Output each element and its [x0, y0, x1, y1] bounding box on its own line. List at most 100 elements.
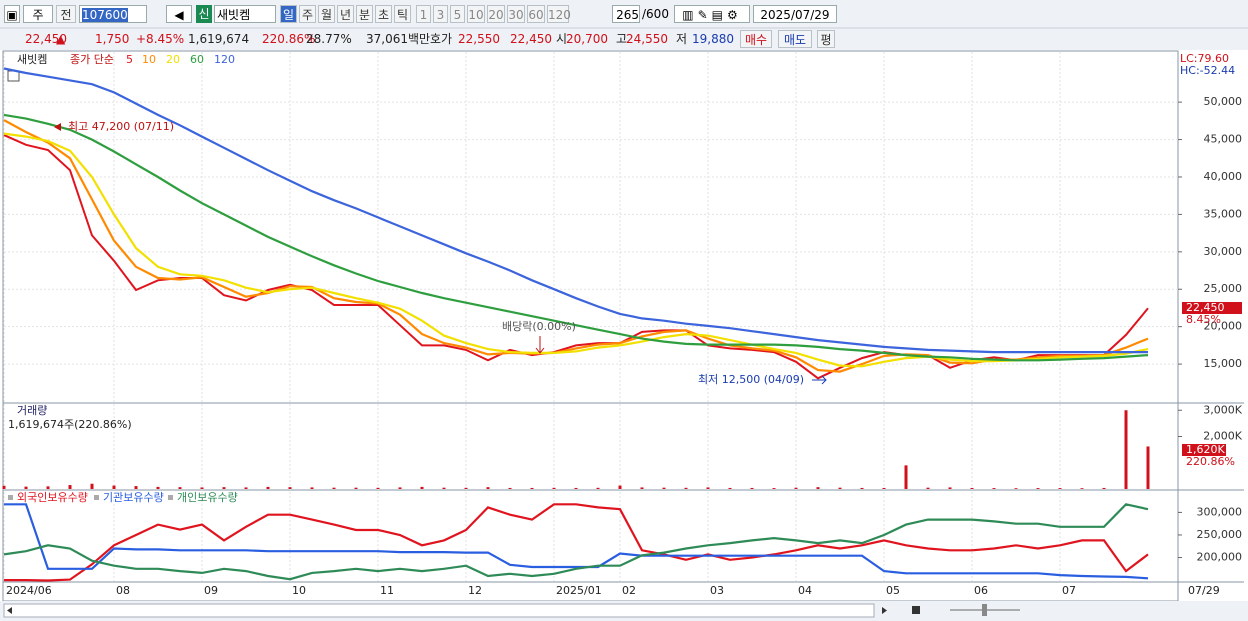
volume-bar	[882, 487, 886, 489]
unit-button[interactable]: 120	[547, 5, 571, 23]
unit-button[interactable]: 30	[507, 5, 525, 23]
last-price-label: 22,450	[1186, 301, 1225, 314]
volume-bar	[816, 487, 820, 489]
annotation: 최저 12,500 (04/09)	[698, 373, 804, 386]
quote-ask: 22,550	[458, 32, 500, 46]
x-tick-label: 2024/06	[6, 584, 52, 597]
sell-button[interactable]: 매도	[778, 30, 812, 48]
speaker[interactable]: ◀	[166, 5, 192, 23]
panel-icon[interactable]	[7, 70, 20, 82]
period-button[interactable]: 월	[318, 5, 335, 23]
quote-rate: +8.45%	[136, 32, 185, 46]
line-series	[4, 503, 1149, 580]
legend-entry: 60	[190, 53, 204, 66]
quote-arrow: ▲	[56, 32, 66, 46]
quote-ask-label: 호가	[430, 32, 453, 46]
period-button[interactable]: 주	[299, 5, 316, 23]
date-input[interactable]: 2025/07/29	[753, 5, 837, 23]
code-input[interactable]: 107600	[79, 5, 147, 23]
hc-label: HC:-52.44	[1180, 64, 1235, 77]
prev-button[interactable]: 전	[56, 5, 76, 23]
legend-swatch	[168, 495, 173, 500]
legend-label: 종가 단순	[70, 53, 114, 66]
legend-entry: 외국인보유수량	[17, 491, 88, 504]
lc-label: LC:79.60	[1180, 52, 1229, 65]
unit-button[interactable]: 3	[433, 5, 448, 23]
volume-bar	[1146, 446, 1150, 489]
volume-bar	[618, 485, 622, 489]
count-input[interactable]: 265	[612, 5, 640, 23]
volume-bar	[992, 488, 996, 489]
scrollbar[interactable]	[3, 603, 875, 618]
volume-bar	[706, 487, 710, 489]
y-tick-label: 300,000	[1197, 505, 1243, 518]
stop-button[interactable]	[912, 606, 920, 614]
unit-button[interactable]: 10	[467, 5, 485, 23]
period-button[interactable]: 틱	[394, 5, 411, 23]
code: 107600	[82, 8, 128, 22]
volume-bar	[508, 487, 512, 489]
x-tick-label: 05	[886, 584, 900, 597]
period-button[interactable]: 분	[356, 5, 373, 23]
volume-bar	[948, 487, 952, 489]
unit-button[interactable]: 1	[416, 5, 431, 23]
market-select[interactable]: 주	[23, 5, 53, 23]
legend-entry: 20	[166, 53, 180, 66]
menu-icon[interactable]: ▣	[4, 5, 20, 23]
volume-bar	[24, 486, 28, 489]
volume-bar	[640, 487, 644, 489]
scroll-right[interactable]	[882, 607, 887, 614]
name-input[interactable]: 새빗켐	[214, 5, 276, 23]
x-tick-label: 06	[974, 584, 988, 597]
volume-bar	[68, 485, 72, 489]
volume-bar	[134, 486, 138, 489]
volume-bar	[970, 487, 974, 489]
volume-bar	[354, 487, 358, 489]
buy-button[interactable]: 매수	[740, 30, 772, 48]
volume-bar	[904, 465, 908, 489]
unit-button[interactable]: 5	[450, 5, 465, 23]
volume-bar	[1036, 488, 1040, 489]
y-tick-label: 35,000	[1204, 207, 1243, 220]
x-tick-label: 09	[204, 584, 218, 597]
quote-low: 19,880	[692, 32, 734, 46]
volume-bar	[596, 487, 600, 489]
y-tick-label: 25,000	[1204, 282, 1243, 295]
unit-button[interactable]: 20	[487, 5, 505, 23]
volume-bar	[552, 487, 556, 489]
legend-swatch	[8, 495, 13, 500]
quote-vol-ratio: 220.86%	[262, 32, 316, 46]
panel-title: 거래량	[17, 404, 47, 417]
last-volume-rate: 220.86%	[1186, 455, 1235, 468]
volume-bar	[926, 487, 930, 489]
period-button[interactable]: 초	[375, 5, 392, 23]
volume-bar	[376, 487, 380, 489]
y-tick-label: 250,000	[1197, 528, 1243, 541]
unit-button[interactable]: 60	[527, 5, 545, 23]
badge: 신	[196, 5, 212, 23]
last-volume-box	[1182, 444, 1226, 456]
x-tick-label: 2025/01	[556, 584, 602, 597]
line-series	[3, 503, 1149, 581]
legend-entry: 10	[142, 53, 156, 66]
volume-bar	[90, 483, 94, 489]
x-tick-label: 04	[798, 584, 812, 597]
quote-change: 1,750	[95, 32, 130, 46]
volume-bar	[1080, 488, 1084, 489]
zoom-thumb[interactable]	[982, 604, 987, 616]
y-tick-label: 40,000	[1204, 170, 1243, 183]
quote-high-label: 고	[616, 32, 628, 46]
volume-bar	[112, 485, 116, 489]
scroll-left[interactable]	[7, 607, 12, 614]
volume-bar	[662, 487, 666, 489]
volume-bar	[794, 487, 798, 489]
legend-entry: 5	[126, 53, 133, 66]
tool-icons[interactable]: ▥✎▤⚙	[674, 5, 750, 23]
period-button[interactable]: 년	[337, 5, 354, 23]
legend-entry: 개인보유수량	[177, 491, 238, 504]
line-series	[3, 119, 1149, 373]
y-tick-label: 30,000	[1204, 245, 1243, 258]
avg-button[interactable]: 평	[817, 30, 835, 48]
period-button[interactable]: 일	[280, 5, 297, 23]
